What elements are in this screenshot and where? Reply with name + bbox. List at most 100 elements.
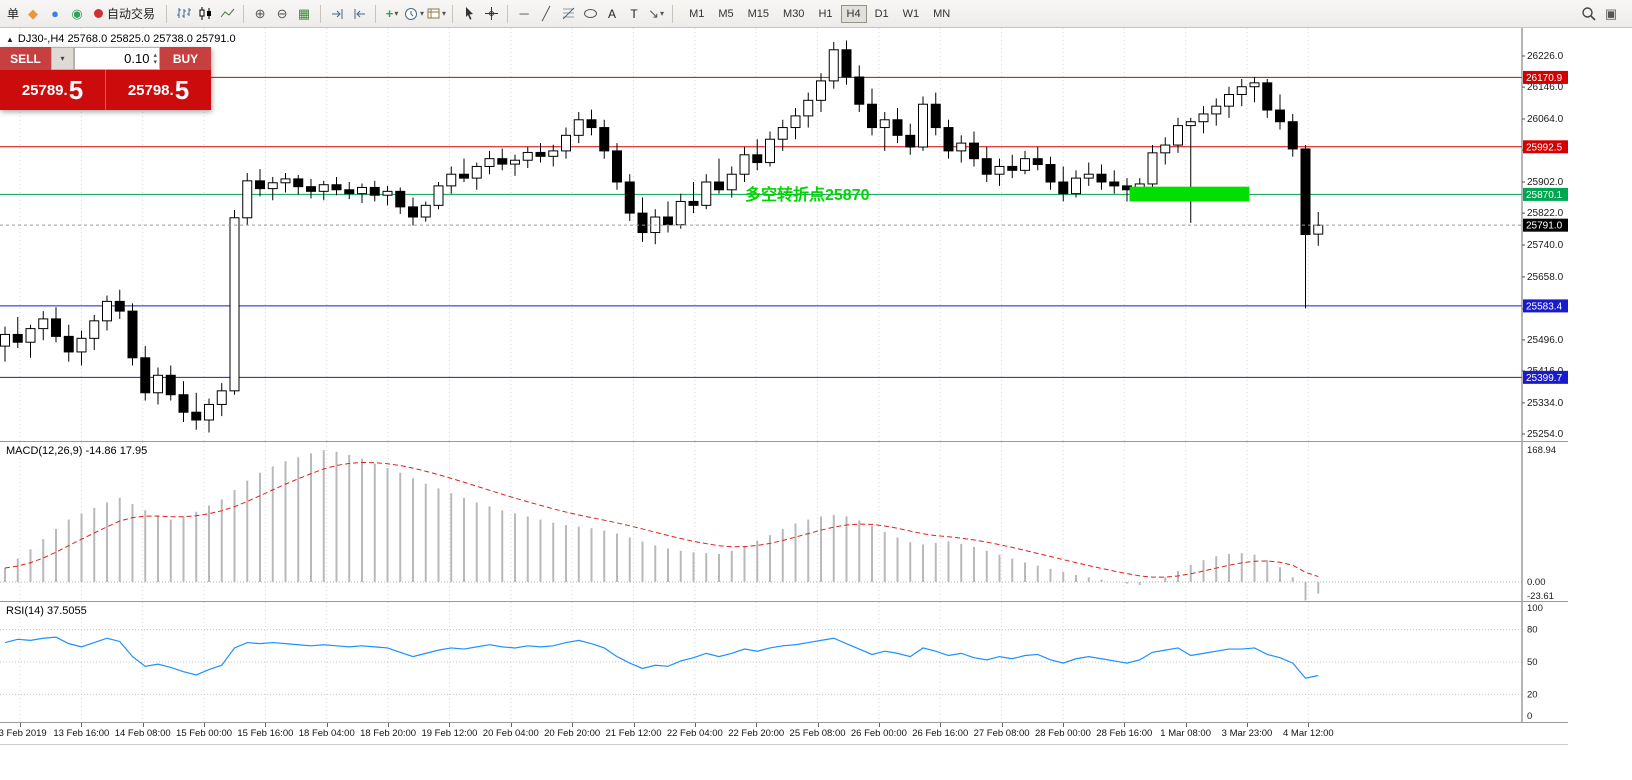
timeframe-m1[interactable]: M1 [689, 7, 705, 20]
line-chart-icon[interactable] [217, 3, 237, 25]
search-icon[interactable] [1579, 3, 1599, 25]
timeframe-mn[interactable]: MN [933, 7, 951, 20]
chart-shift-icon[interactable] [327, 3, 347, 25]
fibonacci-tool-icon[interactable] [558, 3, 578, 25]
candle [1147, 152, 1158, 185]
timeframe-w1[interactable]: W1 [902, 7, 920, 20]
volume-decrease-icon[interactable]: ▾ [153, 58, 157, 66]
candle [369, 186, 380, 196]
candle [1160, 144, 1171, 154]
macd-label: MACD(12,26,9) -14.86 17.95 [6, 445, 148, 457]
buy-button[interactable]: BUY [160, 47, 211, 70]
alerts-icon[interactable]: ◉ [71, 5, 83, 21]
one-click-trading-panel: SELL ▾ 0.10 ▴ ▾ BUY 25789. 5 25798. 5 [0, 47, 211, 110]
rsi-panel[interactable]: 100 80 50 20 0 [0, 602, 1568, 722]
timeframe-m5[interactable]: M5 [718, 7, 734, 20]
candle [854, 76, 865, 105]
svg-text:100: 100 [1527, 603, 1543, 614]
template-button[interactable]: ▾ [426, 3, 446, 25]
level-price-badge [1523, 370, 1568, 384]
text-label-tool-icon[interactable]: T [630, 6, 638, 21]
time-label: 27 Feb 08:00 [973, 728, 1030, 739]
candle [790, 115, 801, 129]
level-price-badge [1523, 140, 1568, 154]
add-indicator-button[interactable]: + ▾ [385, 6, 399, 21]
candle [548, 150, 559, 157]
panel-splitter[interactable] [0, 601, 1568, 602]
price-chart[interactable]: 多空转折点25870 26226.0 26146.0 26064.0 25902.0 25… [0, 28, 1568, 441]
timeframe-m15[interactable]: M15 [747, 7, 770, 20]
volume-input[interactable]: 0.10 ▴ ▾ [74, 47, 160, 70]
candlestick-chart-icon[interactable] [195, 3, 215, 25]
timeframe-d1[interactable]: D1 [874, 7, 889, 20]
bar-chart-icon[interactable] [173, 3, 193, 25]
sell-button[interactable]: SELL [0, 47, 51, 70]
volume-increase-icon[interactable]: ▴ [153, 51, 157, 59]
candle [828, 49, 839, 82]
sell-price-button[interactable]: 25789. 5 [0, 70, 106, 110]
time-label: 3 Mar 23:00 [1221, 728, 1273, 739]
collapse-arrow-icon[interactable]: ▲ [6, 34, 14, 44]
candle [1007, 165, 1018, 171]
time-label: 19 Feb 12:00 [421, 728, 478, 739]
volume-value: 0.10 [124, 51, 150, 66]
rsi-label: RSI(14) 37.5055 [6, 605, 87, 617]
panel-splitter[interactable] [0, 722, 1568, 723]
arrows-tool-button[interactable]: ↘ ▾ [648, 5, 665, 21]
candle [344, 189, 355, 195]
timeframe-h1[interactable]: H1 [818, 7, 833, 20]
candle [1236, 86, 1247, 95]
period-button[interactable]: ▾ [404, 3, 424, 25]
rsi-line [4, 636, 1319, 679]
candle [969, 142, 979, 160]
candle [612, 150, 622, 183]
zoom-out-icon[interactable]: ⊖ [276, 5, 288, 21]
macd-panel[interactable]: 168.94 0.00 -23.61 [0, 442, 1568, 601]
price-tick-label: 25740.0 [1527, 240, 1564, 251]
candle [943, 127, 954, 152]
svg-text:0: 0 [1527, 711, 1532, 722]
candle [1211, 105, 1222, 115]
horizontal-line-tool-icon[interactable]: ─ [519, 6, 529, 21]
candle [1032, 158, 1043, 166]
new-order-partial-label[interactable]: 单 [7, 7, 20, 21]
auto-scroll-icon[interactable] [349, 3, 369, 25]
candle [879, 119, 890, 129]
chevron-down-icon: ▾ [394, 9, 399, 18]
candle [306, 186, 316, 192]
cursor-icon[interactable] [459, 3, 479, 25]
new-window-icon[interactable]: ▣ [1604, 5, 1618, 21]
time-label: 1 Mar 08:00 [1160, 728, 1211, 739]
time-axis[interactable]: 13 Feb 2019 13 Feb 16:00 14 Feb 08:00 15 Fe… [0, 723, 1568, 744]
tile-windows-icon[interactable]: ▦ [297, 5, 311, 21]
price-tick-label: 25822.0 [1527, 208, 1564, 219]
window-bottom-divider [0, 744, 1568, 745]
volume-dropdown[interactable]: ▾ [51, 47, 74, 70]
timeframe-h4[interactable]: H4 [840, 4, 867, 23]
shapes-tool-icon[interactable] [580, 3, 600, 25]
crosshair-icon[interactable] [481, 3, 501, 25]
chevron-down-icon: ▾ [60, 54, 65, 63]
candle [318, 184, 329, 192]
candle [165, 374, 176, 396]
zoom-in-icon[interactable]: ⊕ [254, 5, 266, 21]
trendline-tool-icon[interactable]: ╱ [542, 5, 550, 21]
candle [12, 333, 23, 343]
new-order-icon[interactable]: ◆ [28, 5, 39, 21]
auto-trading-button[interactable]: 自动交易 [88, 3, 161, 25]
timeframe-m30[interactable]: M30 [783, 7, 805, 20]
candle [739, 154, 750, 175]
candle [1249, 82, 1260, 88]
panel-splitter[interactable] [0, 441, 1568, 442]
text-tool-icon[interactable]: A [608, 6, 617, 21]
profiles-icon[interactable]: ● [51, 6, 59, 21]
candle [51, 318, 61, 337]
candle [1045, 164, 1056, 183]
candle [229, 217, 240, 392]
level-price-badge [1523, 187, 1568, 201]
level-price-badge [1523, 299, 1568, 313]
candle [981, 158, 992, 175]
time-label: 28 Feb 16:00 [1096, 728, 1153, 739]
time-label: 14 Feb 08:00 [114, 728, 171, 739]
buy-price-button[interactable]: 25798. 5 [127, 74, 190, 105]
